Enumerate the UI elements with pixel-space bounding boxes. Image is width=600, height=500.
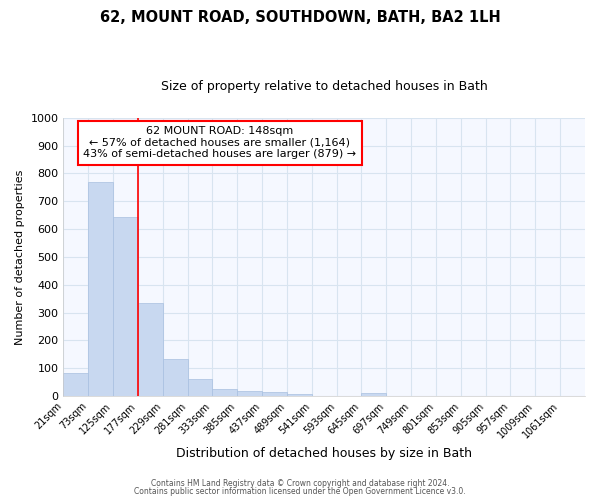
Text: Contains public sector information licensed under the Open Government Licence v3: Contains public sector information licen… xyxy=(134,487,466,496)
Bar xyxy=(88,182,113,396)
Bar xyxy=(188,380,212,396)
Bar xyxy=(287,394,312,396)
Bar xyxy=(64,373,88,396)
Bar xyxy=(138,303,163,396)
Bar xyxy=(262,392,287,396)
X-axis label: Distribution of detached houses by size in Bath: Distribution of detached houses by size … xyxy=(176,447,472,460)
Bar xyxy=(113,216,138,396)
Text: Contains HM Land Registry data © Crown copyright and database right 2024.: Contains HM Land Registry data © Crown c… xyxy=(151,478,449,488)
Bar xyxy=(163,359,188,396)
Bar xyxy=(212,389,237,396)
Text: 62, MOUNT ROAD, SOUTHDOWN, BATH, BA2 1LH: 62, MOUNT ROAD, SOUTHDOWN, BATH, BA2 1LH xyxy=(100,10,500,25)
Title: Size of property relative to detached houses in Bath: Size of property relative to detached ho… xyxy=(161,80,488,93)
Y-axis label: Number of detached properties: Number of detached properties xyxy=(15,170,25,344)
Bar xyxy=(361,393,386,396)
Bar xyxy=(237,391,262,396)
Text: 62 MOUNT ROAD: 148sqm
← 57% of detached houses are smaller (1,164)
43% of semi-d: 62 MOUNT ROAD: 148sqm ← 57% of detached … xyxy=(83,126,356,160)
